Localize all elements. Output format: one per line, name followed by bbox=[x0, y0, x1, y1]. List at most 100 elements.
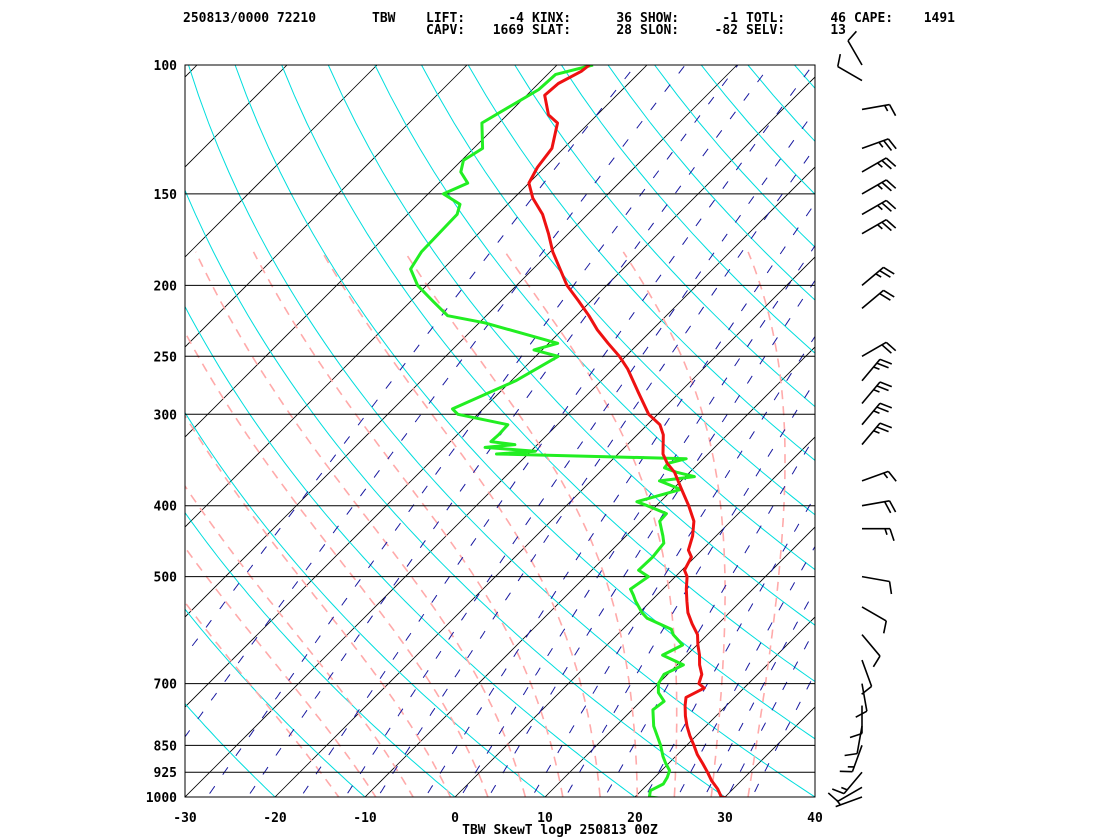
wind-barb-feather bbox=[881, 181, 892, 192]
moist-adiabat-line bbox=[185, 330, 489, 797]
isotherm-line bbox=[0, 65, 17, 797]
temperature-tick-label: -20 bbox=[263, 811, 287, 826]
pressure-tick-label: 500 bbox=[154, 571, 178, 586]
mixing-ratio-line bbox=[246, 65, 771, 797]
wind-barb-half-feather bbox=[878, 141, 884, 148]
show-label: SHOW: bbox=[640, 11, 679, 26]
pressure-tick-label: 1000 bbox=[146, 791, 177, 806]
wind-barb-feather bbox=[876, 362, 889, 369]
isotherm-line bbox=[274, 256, 815, 797]
wind-barb bbox=[861, 289, 895, 309]
wind-barb-feather bbox=[876, 385, 889, 392]
wind-barb bbox=[831, 771, 863, 795]
wind-barb-feather bbox=[881, 221, 892, 232]
totl-value: 46 bbox=[830, 11, 846, 26]
wind-barb bbox=[849, 705, 863, 739]
wind-barb-staff bbox=[861, 634, 881, 657]
background-lines bbox=[0, 65, 1120, 813]
mixing-ratio-line bbox=[300, 65, 814, 797]
mixing-ratio-line bbox=[377, 146, 815, 797]
wind-barb-feather bbox=[883, 501, 892, 514]
wind-barb-feather bbox=[836, 53, 842, 67]
dry-adiabat-line bbox=[188, 65, 815, 797]
wind-barb bbox=[844, 725, 863, 757]
selv-label: SELV: bbox=[746, 23, 785, 38]
wind-barb-feather bbox=[881, 159, 892, 170]
wind-barb-staff bbox=[856, 725, 863, 754]
wind-barb-feather bbox=[879, 269, 891, 278]
wind-barb bbox=[861, 138, 897, 151]
temperature-line bbox=[527, 65, 730, 797]
wind-barb-staff bbox=[837, 786, 863, 803]
dry-adiabat-line bbox=[185, 511, 456, 797]
wind-barb-feather bbox=[879, 358, 893, 365]
dry-adiabat-line bbox=[467, 65, 815, 462]
wind-barb bbox=[855, 683, 868, 718]
mixing-ratio-line bbox=[459, 244, 815, 797]
wind-barb bbox=[836, 53, 863, 82]
temperature-tick-label: 40 bbox=[807, 811, 823, 826]
slon-label: SLON: bbox=[640, 23, 679, 38]
wind-barb-feather bbox=[879, 422, 893, 429]
wind-barb bbox=[861, 266, 895, 286]
mixing-ratio-line bbox=[185, 65, 686, 738]
wind-barb-half-feather bbox=[884, 528, 888, 535]
wind-barb-half-feather bbox=[873, 366, 880, 371]
isotherm-line bbox=[185, 65, 558, 438]
pressure-tick-label: 925 bbox=[154, 766, 177, 781]
wind-barb-feather bbox=[887, 138, 897, 150]
wind-barb bbox=[862, 527, 895, 541]
dry-adiabat-line bbox=[794, 65, 815, 90]
dry-adiabat-line bbox=[281, 65, 815, 683]
moist-adiabat-line bbox=[747, 251, 786, 797]
wind-barb-half-feather bbox=[882, 472, 889, 479]
wind-barb-feather bbox=[885, 157, 897, 167]
slon-value: -82 bbox=[715, 23, 738, 38]
wind-barb-half-feather bbox=[875, 273, 882, 278]
isotherm-line bbox=[364, 346, 815, 797]
station-code: TBW bbox=[372, 11, 396, 26]
capv-value: 1669 bbox=[493, 23, 524, 38]
wind-barb-half-feather bbox=[877, 224, 883, 230]
isotherm-line bbox=[905, 65, 1120, 797]
wind-barb-feather bbox=[885, 219, 897, 229]
wind-barb-half-feather bbox=[873, 430, 880, 434]
temperature-tick-label: 30 bbox=[717, 811, 733, 826]
dry-adiabat-line bbox=[841, 65, 1120, 813]
wind-barb-half-feather bbox=[877, 184, 883, 190]
moist-adiabat-line bbox=[185, 414, 452, 797]
dry-adiabat-line bbox=[654, 65, 815, 248]
wind-barb bbox=[861, 218, 897, 235]
wind-barb-staff bbox=[861, 575, 890, 583]
wind-barb-staff bbox=[861, 659, 873, 687]
wind-barb bbox=[861, 634, 881, 668]
wind-barb bbox=[861, 402, 893, 426]
moist-adiabat-line bbox=[252, 251, 564, 797]
isotherm-line bbox=[0, 65, 107, 797]
wind-barb-feather bbox=[879, 381, 893, 388]
moist-adiabat-line bbox=[622, 251, 726, 797]
slat-value: 28 bbox=[616, 23, 632, 38]
pressure-tick-labels: 100 150 200 250 300 400 500 700 850 925 1000 bbox=[146, 59, 177, 806]
chart-footer-title: TBW SkewT logP 250813 00Z bbox=[462, 823, 658, 838]
wind-barb-half-feather bbox=[873, 410, 880, 414]
wind-barb-feather bbox=[883, 289, 895, 298]
wind-barb-feather bbox=[831, 788, 845, 795]
wind-barb-feather bbox=[861, 685, 873, 695]
wind-barb bbox=[861, 422, 893, 446]
moist-adiabat-line bbox=[185, 601, 340, 797]
wind-barb-half-feather bbox=[877, 162, 883, 168]
dry-adiabat-line bbox=[747, 65, 815, 143]
isobars bbox=[185, 64, 815, 798]
wind-barb-feather bbox=[885, 341, 897, 352]
dry-adiabat-line bbox=[185, 188, 726, 797]
isotherm-line bbox=[544, 526, 815, 797]
wind-barb bbox=[835, 796, 863, 808]
wind-barb-half-feather bbox=[877, 204, 883, 211]
pressure-tick-label: 300 bbox=[154, 408, 178, 423]
temperature-tick-label: -30 bbox=[173, 811, 197, 826]
totl-label: TOTL: bbox=[746, 11, 785, 26]
wind-barb-feather bbox=[888, 581, 893, 595]
wind-barb-feather bbox=[888, 104, 897, 117]
dry-adiabat-line bbox=[374, 65, 815, 571]
